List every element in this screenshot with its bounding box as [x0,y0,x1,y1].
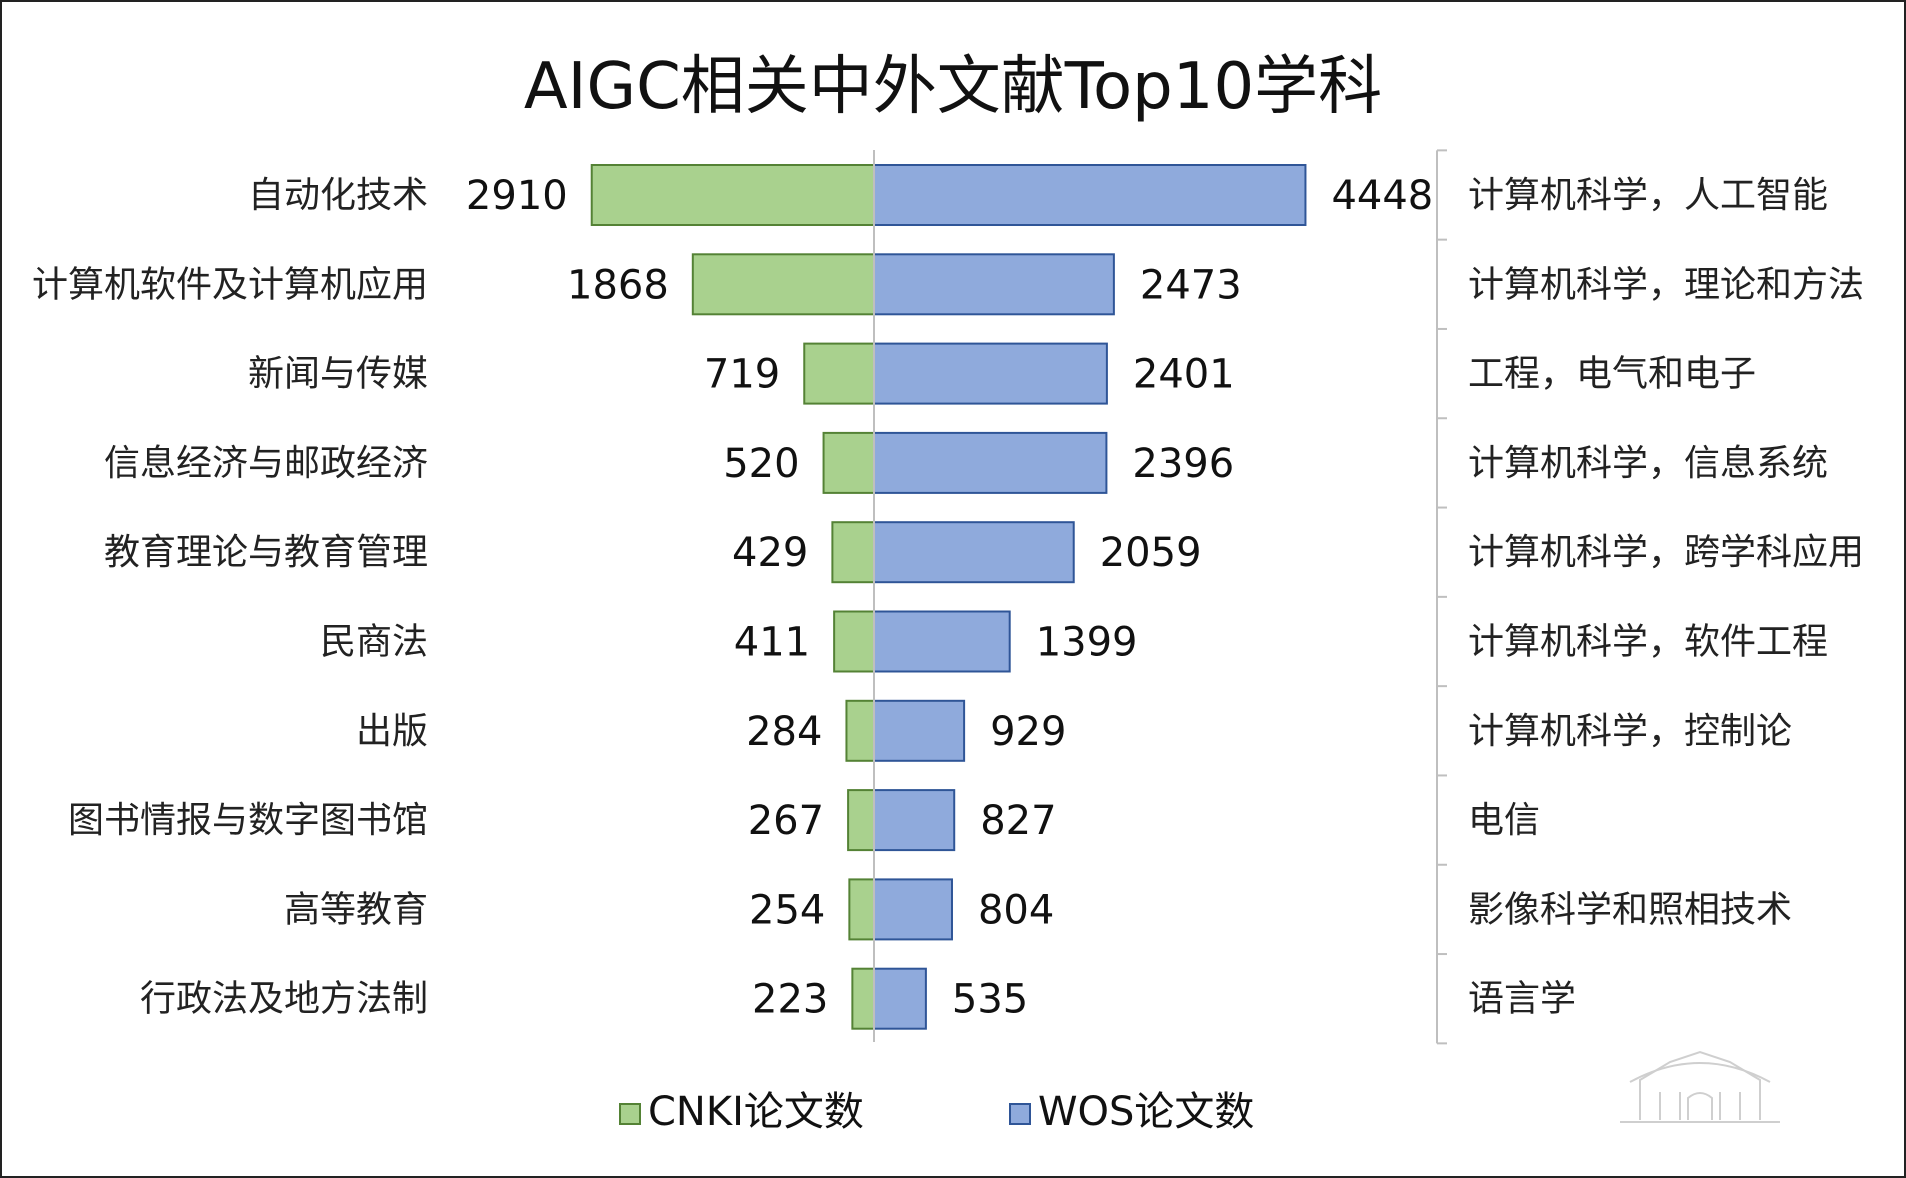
wos-bar [873,164,1307,226]
cnki-bar [845,699,876,762]
legend-swatch [619,1103,641,1125]
wos-value-label: 2473 [1140,262,1242,308]
cnki-bar [691,253,876,316]
cnki-value-label: 254 [749,887,825,933]
bars-layer [590,149,1447,1045]
cnki-category-label: 教育理论与教育管理 [104,532,428,573]
wos-bar [873,521,1075,584]
wos-value-label: 929 [990,709,1066,755]
cnki-value-label: 411 [734,620,810,666]
wos-value-label: 4448 [1331,173,1433,219]
wos-value-label: 804 [978,887,1054,933]
wos-category-label: 计算机科学，跨学科应用 [1468,532,1864,573]
wos-category-label: 工程，电气和电子 [1468,354,1756,395]
wos-category-label: 计算机科学，理论和方法 [1468,264,1864,305]
building-logo-watermark [1620,1050,1780,1123]
cnki-bar [833,610,875,673]
cnki-bar [590,164,875,226]
wos-category-label: 电信 [1468,800,1540,841]
wos-value-label: 2396 [1132,441,1234,487]
cnki-value-label: 520 [723,441,799,487]
cnki-bar [851,967,876,1030]
cnki-category-label: 自动化技术 [248,175,428,216]
cnki-category-label: 计算机软件及计算机应用 [32,264,428,305]
cnki-value-label: 719 [704,352,780,398]
cnki-value-label: 267 [748,798,824,844]
wos-bar [873,431,1108,494]
cnki-category-label: 图书情报与数字图书馆 [68,800,428,841]
cnki-value-label: 223 [752,977,828,1023]
wos-category-label: 计算机科学，信息系统 [1468,443,1828,484]
cnki-category-label: 出版 [356,711,428,752]
cnki-category-label: 信息经济与邮政经济 [104,443,428,484]
cnki-bar [803,342,876,405]
wos-bar [873,878,953,941]
cnki-category-label: 新闻与传媒 [248,354,428,395]
cnki-value-label: 284 [746,709,822,755]
legend: CNKI论文数 WOS论文数 [619,1089,1254,1135]
cnki-value-label: 429 [732,530,808,576]
wos-value-label: 2401 [1133,352,1235,398]
wos-category-label: 计算机科学，软件工程 [1468,622,1828,663]
legend-label: WOS论文数 [1038,1089,1254,1135]
wos-bar [873,610,1011,673]
cnki-bar [847,789,876,852]
legend-swatch [1009,1103,1031,1125]
wos-bar [873,789,956,852]
wos-value-label: 1399 [1036,620,1138,666]
wos-category-label: 语言学 [1468,979,1576,1020]
wos-value-label: 2059 [1100,530,1202,576]
cnki-bar [848,878,875,941]
wos-bar [873,967,927,1030]
wos-bar [873,253,1115,316]
wos-value-label: 827 [980,798,1056,844]
cnki-bar [822,431,875,494]
cnki-value-label: 1868 [567,262,669,308]
wos-category-label: 影像科学和照相技术 [1468,889,1792,930]
cnki-category-label: 高等教育 [284,889,428,930]
legend-label: CNKI论文数 [648,1089,864,1135]
wos-bar [873,699,966,762]
wos-category-label: 计算机科学，控制论 [1468,711,1792,752]
cnki-category-label: 行政法及地方法制 [140,979,428,1020]
wos-value-label: 535 [952,977,1028,1023]
wos-bar [873,342,1108,405]
wos-category-label: 计算机科学，人工智能 [1468,175,1828,216]
cnki-value-label: 2910 [466,173,568,219]
chart-title: AIGC相关中外文献Top10学科 [524,50,1382,124]
cnki-category-label: 民商法 [320,622,428,663]
cnki-bar [831,521,876,584]
